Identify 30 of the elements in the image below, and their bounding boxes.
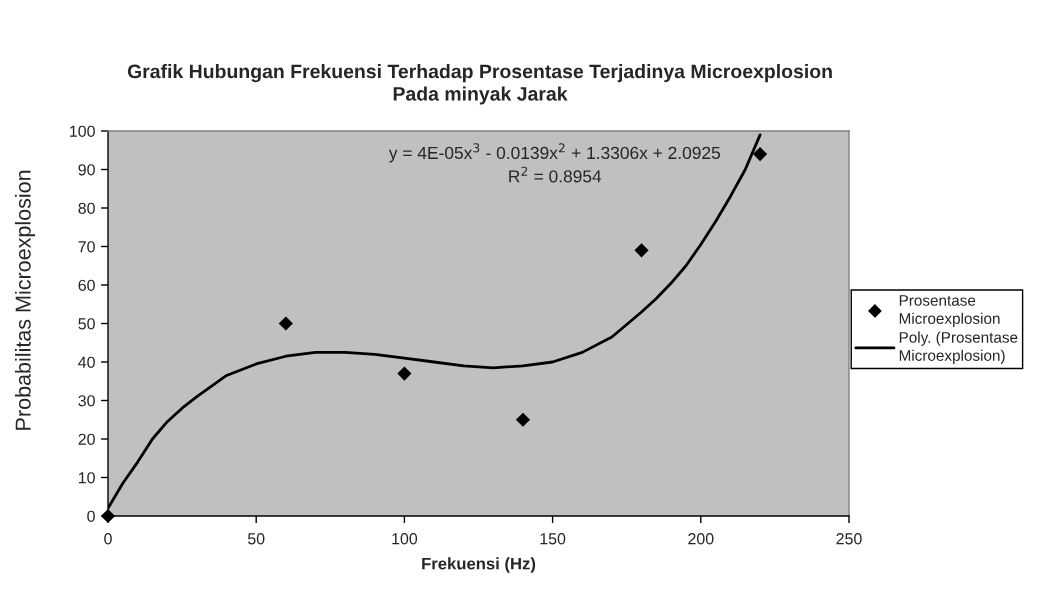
legend-label: Poly. (Prosentase Microexplosion) bbox=[899, 331, 1018, 364]
x-tick-label: 100 bbox=[392, 533, 418, 545]
x-tick-label: 50 bbox=[247, 533, 265, 545]
y-tick-label: 0 bbox=[87, 510, 95, 522]
y-tick-label: 100 bbox=[70, 125, 95, 137]
point bbox=[515, 412, 531, 427]
y-tick-label: 60 bbox=[78, 279, 95, 291]
annotation: R$^{2}$ = 0.8954 bbox=[509, 166, 602, 183]
annotation: y = 4E-05x$^{3}$ - 0.0139x$^{2}$ + 1.3306x + 2.0925 bbox=[388, 143, 720, 163]
point bbox=[397, 366, 412, 381]
x-tick-label: 150 bbox=[540, 533, 566, 545]
legend-label: Prosentase Microexplosion bbox=[899, 295, 1000, 327]
y-tick-label: 50 bbox=[78, 318, 95, 330]
y-tick-label: 70 bbox=[78, 241, 95, 253]
y-tick-label: 90 bbox=[78, 164, 95, 176]
x-axis-title: Frekuensi (Hz) bbox=[422, 557, 536, 573]
chart-title: Grafik Hubungan Frekuensi Terhadap Prosentase Terjadinya Microexplosion Pada minyak Jarak bbox=[127, 64, 832, 105]
y-tick-label: 20 bbox=[78, 433, 95, 445]
point bbox=[100, 508, 116, 524]
x-tick-label: 250 bbox=[836, 533, 862, 545]
y-tick-label: 40 bbox=[78, 356, 95, 368]
y-tick-label: 10 bbox=[78, 472, 95, 484]
y-axis-title: Probabilitas Microexplosion bbox=[14, 170, 36, 430]
y-tick-label: 30 bbox=[78, 395, 95, 407]
point bbox=[278, 316, 293, 331]
x-tick-label: 0 bbox=[104, 533, 112, 545]
x-tick-label: 200 bbox=[688, 533, 714, 545]
y-tick-label: 80 bbox=[78, 202, 95, 214]
point bbox=[753, 147, 768, 162]
point bbox=[634, 243, 649, 258]
